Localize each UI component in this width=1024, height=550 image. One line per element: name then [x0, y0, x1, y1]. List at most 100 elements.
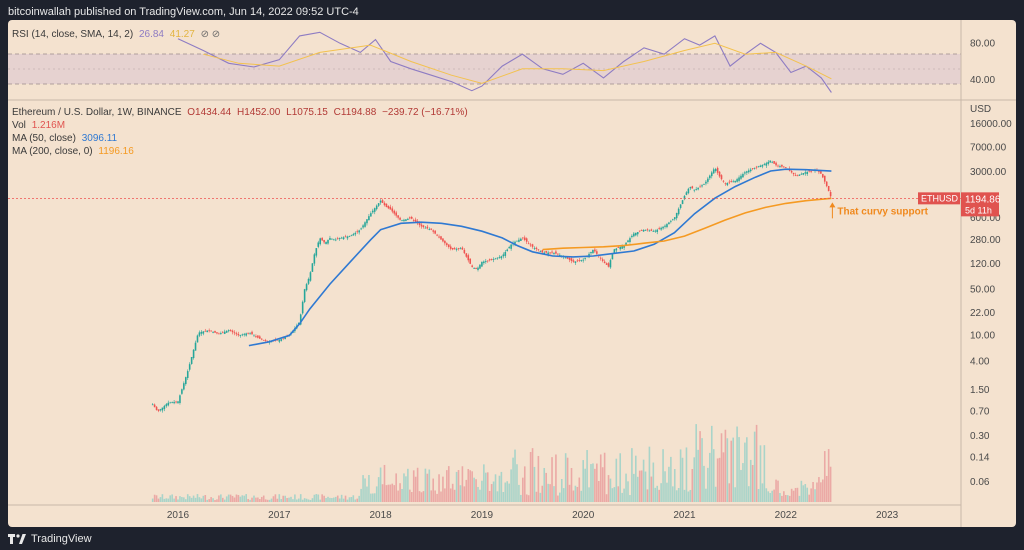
- candle-body: [305, 284, 308, 291]
- candle-body: [689, 187, 692, 189]
- volume-bar: [192, 495, 195, 502]
- candle-body: [325, 241, 327, 245]
- candle-body: [781, 164, 783, 167]
- volume-bar: [214, 499, 216, 502]
- candle-body: [736, 179, 738, 182]
- volume-bar: [179, 496, 181, 502]
- candle-body: [596, 251, 598, 254]
- volume-bar: [496, 491, 499, 502]
- volume-bar: [218, 495, 220, 502]
- volume-bar: [373, 493, 376, 502]
- candle-body: [446, 243, 448, 246]
- candle-body: [403, 219, 405, 222]
- candle-body: [796, 175, 799, 177]
- volume-bar: [586, 450, 588, 502]
- volume-bar: [504, 482, 507, 502]
- volume-bar: [253, 495, 255, 502]
- candle-body: [200, 331, 203, 334]
- volume-bar: [198, 497, 201, 502]
- volume-bar: [790, 488, 793, 502]
- volume-bar: [786, 495, 789, 502]
- candle-body: [192, 349, 195, 359]
- volume-bar: [492, 481, 495, 502]
- volume-bar: [617, 486, 620, 502]
- volume-bar: [171, 494, 173, 502]
- candle-body: [806, 171, 809, 175]
- candle-body: [323, 240, 325, 243]
- volume-bar: [701, 438, 703, 502]
- volume-bar: [699, 431, 701, 502]
- volume-bar: [816, 482, 818, 502]
- volume-bar: [473, 477, 475, 502]
- volume-bar: [689, 489, 692, 502]
- candle-body: [303, 289, 306, 302]
- volume-bar: [266, 499, 269, 502]
- volume-bar: [412, 470, 415, 502]
- volume-bar: [444, 488, 446, 502]
- rsi-legend: RSI (14, close, SMA, 14, 2) 26.84 41.27 …: [12, 28, 220, 41]
- volume-bar: [783, 491, 785, 502]
- time-tick-label: 2018: [369, 510, 392, 521]
- volume-bar: [652, 462, 655, 502]
- volume-bar: [229, 494, 232, 502]
- volume-bar: [303, 498, 306, 502]
- ohlc-open: O1434.44: [187, 107, 232, 118]
- volume-bar: [455, 471, 458, 502]
- candle-body: [379, 200, 382, 203]
- candle-body: [539, 251, 542, 253]
- candle-body: [798, 174, 801, 176]
- candle-body: [763, 164, 766, 165]
- volume-bar: [239, 496, 242, 502]
- candle-body: [366, 219, 368, 224]
- candle-body: [214, 330, 216, 333]
- volume-bar: [333, 497, 335, 502]
- footer: TradingView: [8, 530, 92, 548]
- candle-body: [531, 244, 534, 247]
- candle-body: [225, 330, 228, 333]
- candle-body: [718, 171, 721, 177]
- ma50-line: [248, 168, 832, 347]
- candle-body: [461, 247, 464, 250]
- volume-bar: [486, 472, 489, 502]
- candle-body: [769, 160, 772, 163]
- rsi-visibility-icons[interactable]: ⊘ ⊘: [200, 29, 221, 40]
- volume-bar: [260, 496, 263, 502]
- volume-bar: [518, 484, 520, 502]
- rsi-axis: 80.00 40.00: [970, 38, 995, 86]
- candle-body: [309, 272, 312, 281]
- tradingview-logo-icon[interactable]: [8, 534, 26, 544]
- candle-body: [377, 203, 380, 206]
- brand-name[interactable]: TradingView: [31, 533, 92, 545]
- candle-body: [666, 224, 668, 228]
- volume-bar: [820, 482, 822, 502]
- volume-bar: [276, 498, 279, 502]
- candle-body: [481, 261, 483, 267]
- candle-body: [681, 200, 684, 204]
- volume-bar: [317, 494, 320, 502]
- volume-bar: [771, 490, 773, 502]
- volume-bar: [747, 486, 750, 502]
- candle-body: [695, 188, 697, 190]
- candle-body: [475, 267, 477, 270]
- volume-bar: [588, 487, 590, 502]
- candle-body: [412, 220, 415, 221]
- candle-body: [457, 248, 460, 250]
- price-tick-label: 22.00: [970, 308, 995, 319]
- time-tick-label: 2023: [876, 510, 899, 521]
- volume-bar: [823, 451, 826, 502]
- volume-bar: [777, 480, 779, 502]
- candle-body: [259, 336, 261, 339]
- volume-bar: [344, 495, 347, 502]
- volume-bar: [654, 487, 657, 502]
- price-tick-label: 3000.00: [970, 167, 1007, 178]
- volume-bar: [580, 490, 583, 502]
- chart-panel: 80.00 40.00 16000.00 7000.00 3000.00 600.00 2…: [8, 20, 1016, 527]
- volume-bar: [810, 488, 812, 502]
- support-annotation: That curvy support: [829, 202, 929, 219]
- volume-bar: [428, 469, 431, 502]
- candle-body: [822, 174, 824, 178]
- time-tick-label: 2016: [167, 510, 190, 521]
- volume-bar: [403, 473, 405, 502]
- candle-body: [746, 171, 748, 173]
- volume-bar: [280, 499, 283, 502]
